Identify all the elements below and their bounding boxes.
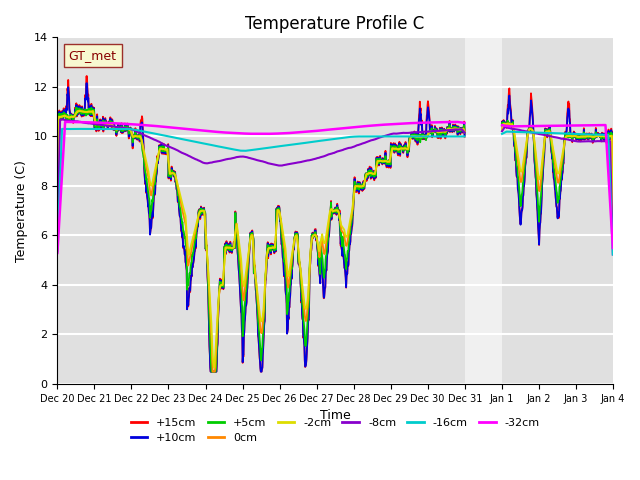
-8cm <box>421 129 429 134</box>
+15cm <box>543 134 551 140</box>
0cm <box>543 129 551 134</box>
-8cm <box>177 149 185 155</box>
+10cm <box>54 117 61 123</box>
-32cm <box>54 250 61 256</box>
Line: -16cm: -16cm <box>58 129 613 254</box>
-32cm <box>543 123 551 129</box>
-8cm <box>609 252 617 257</box>
Title: Temperature Profile C: Temperature Profile C <box>246 15 425 33</box>
Line: +5cm: +5cm <box>58 108 613 372</box>
-16cm <box>239 148 247 154</box>
-32cm <box>421 120 429 125</box>
-2cm <box>54 248 61 253</box>
-2cm <box>239 279 247 285</box>
+10cm <box>177 223 185 228</box>
+15cm <box>164 148 172 154</box>
Legend: +15cm, +10cm, +5cm, 0cm, -2cm, -8cm, -16cm, -32cm: +15cm, +10cm, +5cm, 0cm, -2cm, -8cm, -16… <box>126 413 544 448</box>
+5cm <box>543 132 551 137</box>
0cm <box>609 216 617 222</box>
-8cm <box>164 143 172 149</box>
-32cm <box>239 131 247 136</box>
-2cm <box>164 150 172 156</box>
-16cm <box>177 136 185 142</box>
Line: +15cm: +15cm <box>58 76 613 372</box>
+10cm <box>543 133 551 139</box>
+10cm <box>421 132 429 137</box>
0cm <box>177 200 185 205</box>
Bar <box>465 37 502 384</box>
+5cm <box>239 327 247 333</box>
+15cm <box>54 118 61 123</box>
+5cm <box>164 147 172 153</box>
+5cm <box>421 132 429 138</box>
-16cm <box>609 252 617 257</box>
-8cm <box>239 154 247 159</box>
Line: -2cm: -2cm <box>58 111 613 368</box>
0cm <box>164 146 172 152</box>
-16cm <box>54 249 61 254</box>
X-axis label: Time: Time <box>320 409 351 422</box>
Line: 0cm: 0cm <box>58 110 613 372</box>
Line: +10cm: +10cm <box>58 83 613 372</box>
+10cm <box>164 148 172 154</box>
Line: -32cm: -32cm <box>58 122 613 253</box>
0cm <box>421 134 429 140</box>
-16cm <box>421 133 429 139</box>
+5cm <box>609 135 617 141</box>
+15cm <box>421 131 429 137</box>
-2cm <box>543 129 551 134</box>
-16cm <box>164 133 172 139</box>
+5cm <box>54 116 61 121</box>
+10cm <box>609 135 617 141</box>
-32cm <box>609 245 617 251</box>
+15cm <box>177 223 185 229</box>
-8cm <box>543 132 551 138</box>
-2cm <box>609 226 617 232</box>
-8cm <box>54 240 61 246</box>
-16cm <box>543 130 551 136</box>
0cm <box>54 247 61 253</box>
+5cm <box>177 212 185 217</box>
-2cm <box>421 134 429 140</box>
-2cm <box>177 195 185 201</box>
+15cm <box>609 136 617 142</box>
-32cm <box>164 124 172 130</box>
Line: -8cm: -8cm <box>58 120 613 254</box>
-32cm <box>177 126 185 132</box>
+15cm <box>239 351 247 357</box>
0cm <box>239 294 247 300</box>
+10cm <box>239 351 247 357</box>
Y-axis label: Temperature (C): Temperature (C) <box>15 160 28 262</box>
